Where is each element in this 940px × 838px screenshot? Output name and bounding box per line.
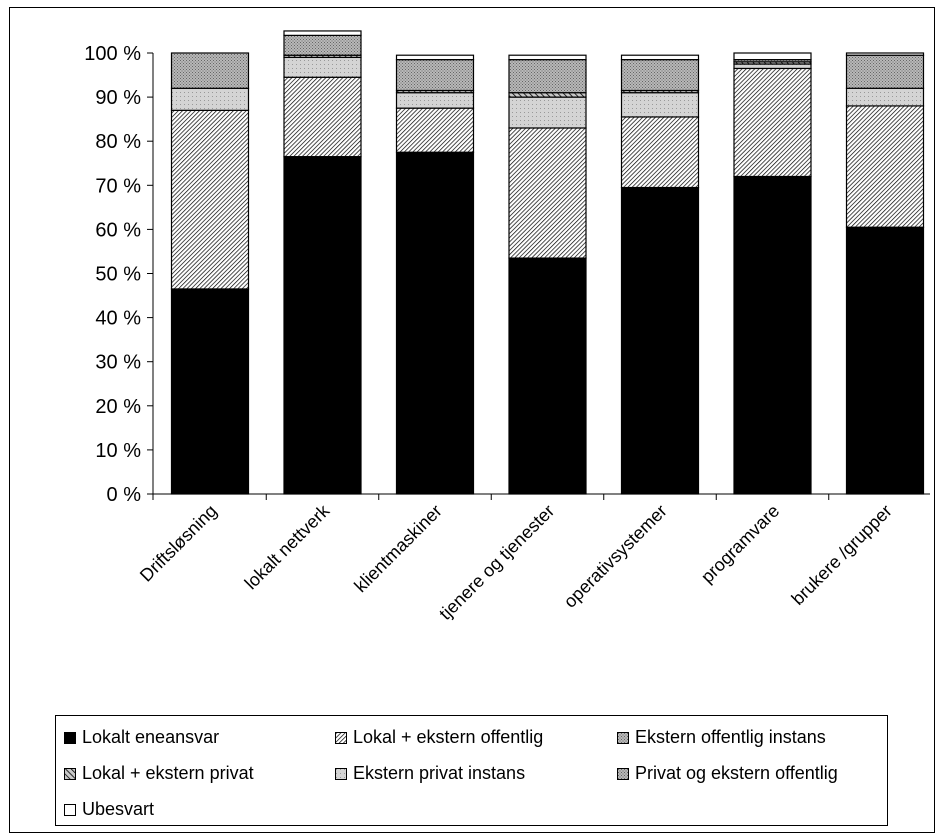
y-tick-label: 60 % (95, 219, 141, 241)
legend-swatch (617, 767, 629, 780)
bar-segment (620, 54, 700, 61)
bar-segment (508, 257, 587, 495)
legend-swatch (335, 731, 347, 744)
x-tick-label: tjenere og tjenester (435, 501, 558, 624)
bar-segment (508, 59, 587, 94)
legend-item: Lokal + ekstern privat (64, 763, 254, 784)
legend-item: Ekstern privat instans (335, 763, 525, 784)
x-tick-label: Driftsløsning (136, 501, 221, 586)
y-tick-label: 30 % (95, 352, 141, 374)
y-tick-label: 20 % (95, 396, 141, 418)
legend-label: Lokal + ekstern offentlig (353, 727, 544, 747)
legend-label: Privat og ekstern offentlig (635, 763, 838, 783)
bar-segment (395, 59, 475, 92)
bar-segment (508, 96, 587, 129)
bar-segment (170, 52, 250, 89)
legend-label: Lokal + ekstern privat (82, 763, 254, 783)
bar-segment (283, 56, 362, 78)
legend-label: Lokalt eneansvar (82, 727, 220, 747)
bar-segment (508, 92, 587, 98)
bar-segment (170, 288, 250, 495)
bar-segment (845, 54, 925, 89)
legend-label: Ekstern privat instans (353, 763, 526, 783)
y-tick-label: 10 % (95, 440, 141, 462)
legend-item: Privat og ekstern offentlig (617, 763, 838, 784)
bar-segment (395, 92, 475, 109)
bar-segment (508, 127, 587, 259)
bar-segment (845, 87, 925, 107)
legend-swatch (64, 803, 76, 816)
bar-segment (170, 87, 250, 111)
x-axis: Driftsløsning lokalt nettverk klientmaskin… (136, 493, 930, 624)
y-tick-label: 50 % (95, 264, 141, 286)
y-tick-label: 80 % (95, 131, 141, 153)
bar-segment (395, 54, 475, 61)
y-tick-label: 90 % (95, 87, 141, 109)
y-tick-label: 70 % (95, 175, 141, 197)
bar-segment (845, 52, 925, 56)
bar-segment (845, 226, 925, 495)
bar-segment (620, 116, 700, 189)
x-tick-label: brukere /grupper (788, 501, 896, 609)
legend-item: Ubesvart (64, 799, 154, 820)
x-tick-label: programvare (697, 501, 783, 587)
x-tick-label: operativsystemer (560, 501, 671, 612)
bar-segment (620, 186, 700, 495)
bars (170, 30, 925, 495)
legend-swatch (64, 731, 76, 744)
bar-segment (733, 52, 812, 61)
bar-segment (620, 59, 700, 92)
bar-segment (733, 175, 812, 495)
bar-segment (395, 107, 475, 153)
bar-segment (283, 30, 362, 36)
legend-item: Ekstern offentlig instans (617, 727, 826, 748)
bar-segment (733, 67, 812, 178)
x-tick-label: lokalt nettverk (241, 500, 334, 593)
legend-swatch (335, 767, 347, 780)
legend-swatch (64, 767, 76, 780)
y-tick-label: 40 % (95, 308, 141, 330)
x-tick-label: klientmaskiner (350, 501, 445, 596)
legend-item: Lokalt eneansvar (64, 727, 219, 748)
y-axis: 0 % 10 % 20 % 30 % 40 % 50 % 60 % 70 % 80 % 90 % 1… (84, 43, 154, 506)
bar-segment (620, 92, 700, 118)
y-tick-label: 100 % (84, 43, 141, 65)
legend-swatch (617, 731, 629, 744)
bar-segment (283, 34, 362, 56)
bar-segment (845, 105, 925, 228)
bar-segment (733, 63, 812, 70)
legend: Lokalt eneansvar Lokal + ekstern offentli… (55, 715, 888, 826)
bar-segment (508, 54, 587, 61)
y-tick-label: 0 % (107, 484, 142, 506)
bar-segment (283, 156, 362, 495)
legend-label: Ekstern offentlig instans (635, 727, 826, 747)
legend-item: Lokal + ekstern offentlig (335, 727, 543, 748)
bar-segment (395, 151, 475, 495)
bar-segment (170, 109, 250, 290)
bar-segment (283, 76, 362, 158)
legend-label: Ubesvart (82, 799, 155, 819)
